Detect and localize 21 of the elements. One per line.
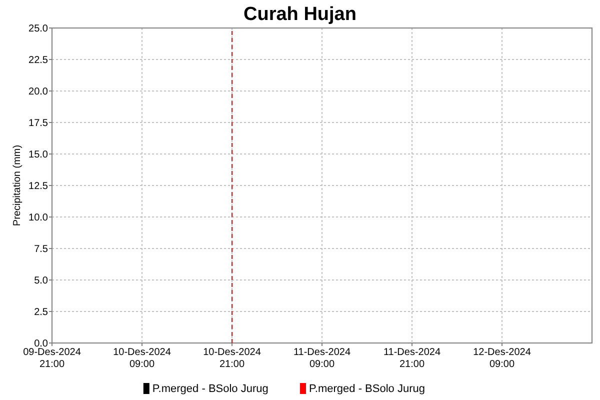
y-tick-label: 7.5 <box>34 244 48 255</box>
y-tick-label: 0.0 <box>34 338 48 350</box>
legend-label: P.merged - BSolo Jurug <box>309 383 425 395</box>
x-tick-label: 09-Des-2024 21:00 <box>23 347 82 370</box>
y-tick-label: 15.0 <box>28 150 48 160</box>
chart-title: Curah Hujan <box>244 4 356 25</box>
y-tick-label: 17.5 <box>28 118 48 129</box>
legend-label: P.merged - BSolo Jurug <box>152 383 268 395</box>
y-tick-label: 12.5 <box>28 181 48 192</box>
x-tick-label: 12-Des-2024 09:00 <box>473 347 532 370</box>
y-tick-label: 22.5 <box>28 55 48 66</box>
x-tick-label: 10-Des-2024 21:00 <box>203 347 262 370</box>
x-tick-label: 11-Des-2024 21:00 <box>383 347 441 370</box>
y-tick-label: 10.0 <box>28 212 48 224</box>
y-axis-title: Precipitation (mm) <box>12 144 23 226</box>
y-tick-label: 5.0 <box>34 276 48 286</box>
x-tick-label: 11-Des-2024 09:00 <box>293 347 351 370</box>
y-tick-label: 25.0 <box>28 24 48 34</box>
x-tick-label: 10-Des-2024 09:00 <box>113 347 172 370</box>
y-tick-label: 2.5 <box>34 307 48 318</box>
y-tick-label: 20.0 <box>28 86 48 98</box>
